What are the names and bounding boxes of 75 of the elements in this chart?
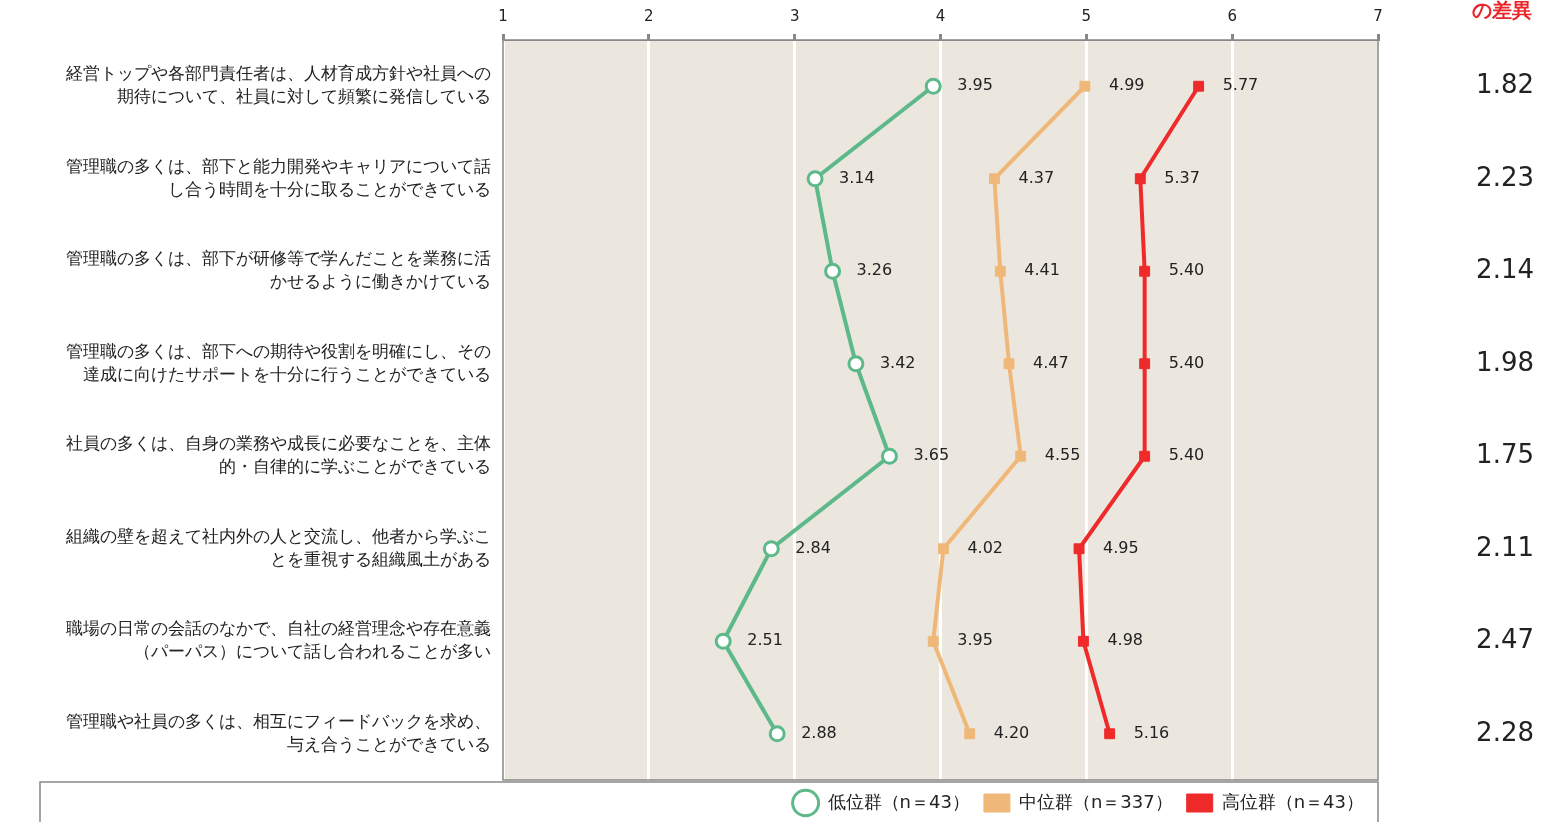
data-label: 2.84 [795, 537, 831, 557]
x-tick-label: 7 [1373, 6, 1383, 25]
point [989, 173, 1000, 185]
text: 2.28 [1476, 716, 1534, 747]
y-tick-label: 組織の壁を超えて社内外の人と交流し、他者から学ぶことを重視する組織風土がある [65, 525, 491, 569]
text: 2.14 [1476, 254, 1534, 284]
data-label: 2.51 [747, 630, 783, 650]
data-label: 5.77 [1222, 75, 1259, 95]
y-tick-label: 管理職の多くは、部下への期待や役割を明確にし、その達成に向けたサポートを十分に行うことができている [66, 340, 491, 384]
point [1003, 358, 1015, 370]
point [937, 543, 949, 555]
data-label: 5.16 [1133, 722, 1170, 742]
text: 2.47 [1476, 624, 1534, 654]
point [1139, 450, 1151, 462]
y-tick-label: 管理職や社員の多くは、相互にフィードバックを求め、与え合うことができている [66, 710, 491, 754]
y-tick-label: 管理職の多くは、部下が研修等で学んだことを業務に活かせるように働きかけている [66, 248, 491, 292]
data-label: 5.40 [1168, 352, 1205, 372]
data-label: 4.55 [1044, 445, 1081, 465]
x-tick-label: 1 [498, 6, 508, 25]
x-tick-label: 2 [644, 6, 654, 25]
x-tick-label: 5 [1081, 6, 1092, 25]
point [1015, 450, 1027, 462]
data-label: 3.42 [879, 352, 916, 372]
text: 1.75 [1476, 439, 1534, 469]
data-label: 4.37 [1018, 167, 1055, 187]
y-tick-label: 管理職の多くは、部下と能力開発やキャリアについて話し合う時間を十分に取ることができている [66, 155, 491, 199]
x-tick-label: 4 [935, 6, 946, 25]
point [1079, 80, 1091, 92]
legend-label: 高位群（n＝43） [1221, 790, 1364, 812]
text: 2.11 [1476, 531, 1534, 562]
data-label: 3.65 [913, 445, 950, 465]
text: の差異 [1472, 0, 1532, 23]
data-label: 4.02 [967, 537, 1004, 557]
legend-label: 中位群（n＝337） [1018, 790, 1173, 812]
data-label: 4.41 [1024, 260, 1060, 280]
point [824, 262, 842, 280]
point [714, 632, 732, 650]
point [994, 265, 1006, 277]
point [762, 540, 780, 558]
point [1139, 358, 1151, 370]
y-tick-label: 職場の日常の会話のなかで、自社の経営理念や存在意義（パーパス）について話し合われることが多い [66, 618, 491, 662]
legend-label: 低位群（n＝43） [827, 790, 970, 812]
data-label: 2.88 [801, 722, 837, 742]
point [806, 170, 824, 188]
point [768, 725, 786, 743]
data-label: 4.20 [993, 722, 1030, 742]
x-tick-label: 3 [789, 6, 800, 25]
x-tick-label: 6 [1227, 6, 1237, 25]
point [1139, 265, 1151, 277]
data-label: 5.40 [1168, 260, 1205, 280]
data-label: 5.37 [1164, 167, 1200, 187]
data-label: 3.26 [856, 260, 893, 280]
data-label: 4.47 [1033, 352, 1069, 372]
point [1073, 543, 1085, 555]
y-tick-label: 社員の多くは、自身の業務や成長に必要なことを、主体的・自律的に学ぶことができている [66, 433, 491, 477]
data-label: 3.14 [839, 167, 875, 187]
data-label: 4.98 [1107, 630, 1144, 650]
point [1134, 173, 1146, 185]
text: 2.23 [1476, 161, 1534, 192]
point [964, 728, 976, 740]
text: 1.82 [1476, 69, 1534, 99]
y-tick-label: 経営トップや各部門責任者は、人材育成方針や社員への期待について、社員に対して頻繁に発信している [65, 63, 491, 107]
point [847, 355, 865, 373]
point [1077, 635, 1089, 647]
point [924, 77, 942, 95]
point [880, 447, 898, 465]
data-label: 3.95 [957, 75, 993, 95]
data-label: 5.40 [1168, 445, 1205, 465]
text: 1.98 [1476, 346, 1534, 377]
point [927, 635, 939, 647]
point [1104, 728, 1116, 740]
data-label: 3.95 [957, 630, 993, 650]
data-label: 4.95 [1103, 537, 1139, 557]
data-label: 4.99 [1108, 75, 1145, 95]
point [1193, 80, 1205, 92]
